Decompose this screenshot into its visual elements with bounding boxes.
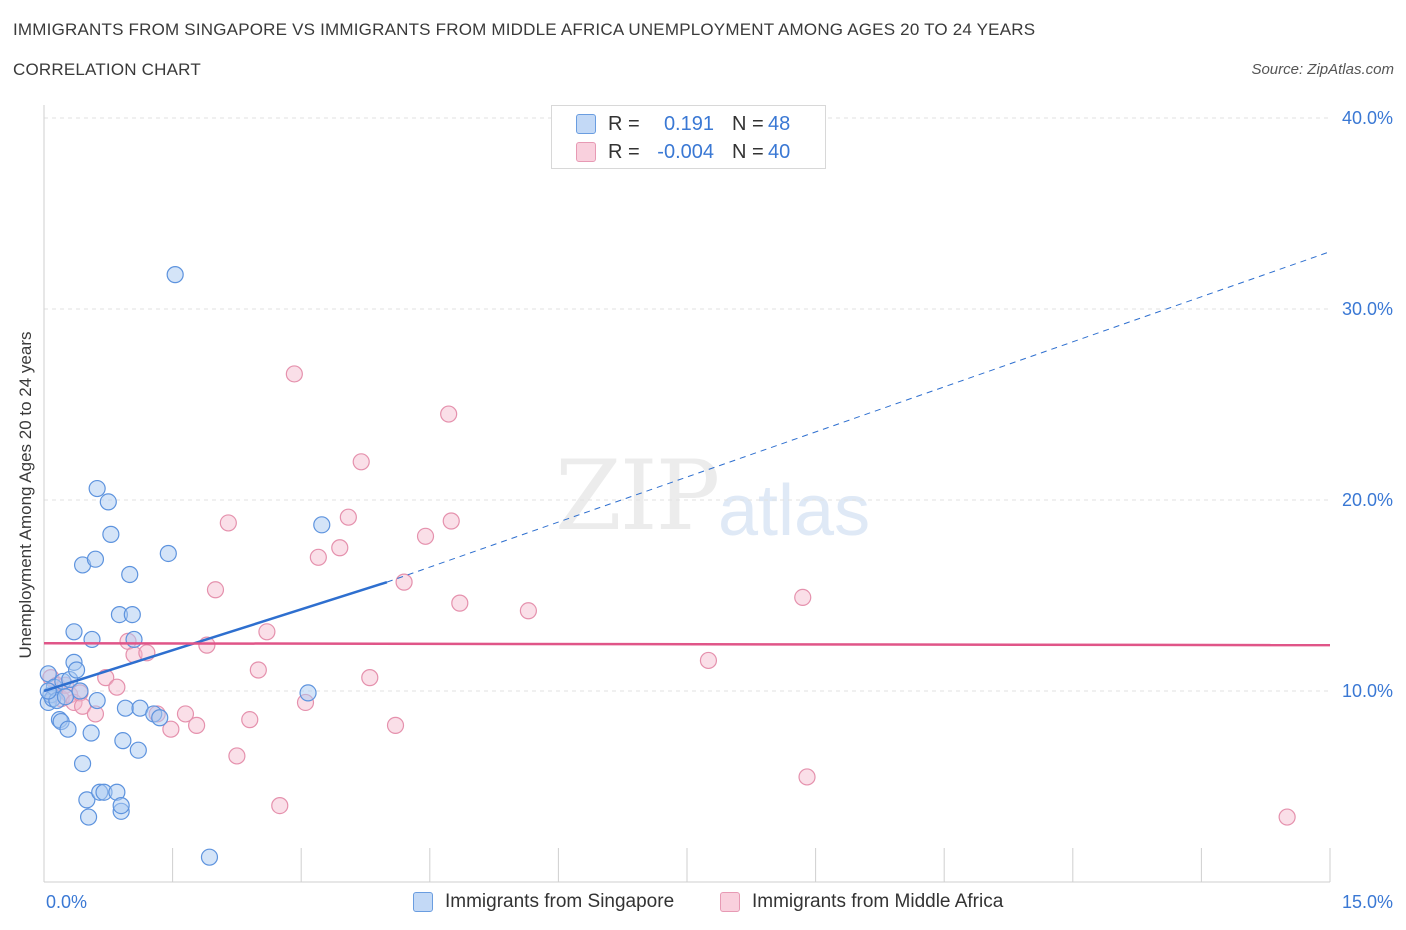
data-point-singapore [112, 796, 130, 815]
correlation-legend: R = 0.191 N = 48 R = -0.004 N = 40 [551, 105, 826, 169]
bottom-legend-label-singapore: Immigrants from Singapore [445, 891, 675, 912]
data-point-africa [442, 512, 460, 530]
data-point-singapore [129, 741, 147, 759]
data-point-africa [361, 669, 379, 687]
data-point-singapore [79, 808, 98, 826]
data-point-africa [271, 796, 289, 815]
data-point-africa [219, 514, 237, 532]
data-point-singapore [56, 688, 75, 706]
data-point-africa [241, 711, 259, 729]
data-point-singapore [83, 630, 101, 649]
data-point-africa [108, 678, 126, 696]
data-point-singapore [116, 699, 135, 717]
legend-swatch-africa [576, 142, 596, 162]
data-point-africa [1278, 808, 1296, 826]
data-point-africa [794, 588, 812, 607]
data-point-africa [176, 705, 195, 723]
data-point-singapore [200, 848, 219, 866]
data-point-africa [258, 623, 276, 641]
bottom-legend-singapore: Immigrants from Singapore [413, 890, 674, 914]
chart-title: IMMIGRANTS FROM SINGAPORE VS IMMIGRANTS … [13, 20, 1036, 39]
data-point-africa [416, 527, 435, 545]
data-point-africa [339, 508, 357, 526]
legend-r-label: R = [608, 140, 640, 163]
y-tick-label: 30.0% [1342, 299, 1393, 319]
y-tick-label: 40.0% [1342, 108, 1393, 128]
data-point-africa [519, 602, 537, 620]
data-point-singapore [59, 720, 77, 738]
data-point-africa [699, 651, 718, 670]
data-point-singapore [67, 661, 86, 679]
trend-line-singapore [43, 580, 388, 693]
bottom-legend-swatch-singapore [413, 892, 433, 912]
data-point-singapore [82, 724, 100, 742]
legend-n-value: 40 [768, 140, 791, 163]
chart-subtitle: CORRELATION CHART [13, 60, 201, 79]
data-point-singapore [151, 709, 169, 727]
data-point-singapore [114, 732, 132, 750]
legend-row-singapore: R = 0.191 N = 48 [576, 112, 790, 136]
x-tick-label: 0.0% [46, 892, 87, 912]
data-point-singapore [159, 544, 177, 563]
legend-r-value: 0.191 [663, 112, 714, 135]
data-point-africa [188, 716, 206, 734]
chart-source: Source: ZipAtlas.com [1251, 61, 1394, 78]
data-point-africa [309, 548, 327, 566]
data-point-singapore [39, 682, 57, 700]
bottom-legend-swatch-africa [720, 892, 740, 912]
y-tick-label: 10.0% [1342, 681, 1393, 701]
data-point-singapore [123, 605, 141, 624]
data-point-singapore [86, 550, 105, 568]
trend-line-singapore-projection [386, 251, 1331, 583]
data-point-singapore [71, 682, 89, 700]
data-point-africa [395, 573, 413, 591]
data-point-singapore [121, 565, 139, 584]
data-point-singapore [125, 630, 143, 649]
bottom-legend-label-africa: Immigrants from Middle Africa [752, 891, 1004, 912]
data-point-africa [352, 453, 370, 471]
data-point-singapore [166, 266, 184, 284]
watermark-zip: ZIP [555, 440, 720, 552]
data-point-singapore [99, 493, 117, 511]
data-point-singapore [78, 791, 96, 809]
data-point-singapore [73, 754, 92, 773]
bottom-legend-africa: Immigrants from Middle Africa [720, 890, 1003, 914]
data-point-africa [440, 405, 458, 423]
y-tick-label: 20.0% [1342, 490, 1393, 510]
watermark-atlas: atlas [718, 471, 871, 551]
legend-row-africa: R = -0.004 N = 40 [576, 140, 790, 164]
x-tick-label: 15.0% [1342, 892, 1393, 912]
data-point-africa [285, 365, 303, 383]
data-point-singapore [299, 684, 317, 702]
data-point-africa [162, 720, 180, 738]
data-point-africa [249, 661, 267, 679]
data-point-africa [451, 594, 469, 612]
data-point-singapore [88, 691, 106, 710]
data-point-singapore [102, 525, 120, 543]
legend-n-label: N = [732, 112, 764, 135]
data-point-africa [798, 768, 816, 786]
legend-swatch-singapore [576, 114, 596, 134]
data-point-singapore [88, 479, 106, 498]
legend-r-value: -0.004 [657, 140, 714, 163]
data-point-africa [331, 539, 349, 557]
y-axis-label: Unemployment Among Ages 20 to 24 years [16, 331, 35, 659]
legend-n-label: N = [732, 140, 764, 163]
legend-r-label: R = [608, 112, 640, 135]
data-point-singapore [313, 516, 331, 534]
legend-n-value: 48 [768, 112, 791, 135]
data-point-africa [386, 716, 405, 734]
data-point-singapore [65, 623, 83, 641]
trend-line-africa [43, 642, 1331, 647]
data-point-africa [228, 747, 246, 765]
data-point-africa [206, 581, 225, 599]
